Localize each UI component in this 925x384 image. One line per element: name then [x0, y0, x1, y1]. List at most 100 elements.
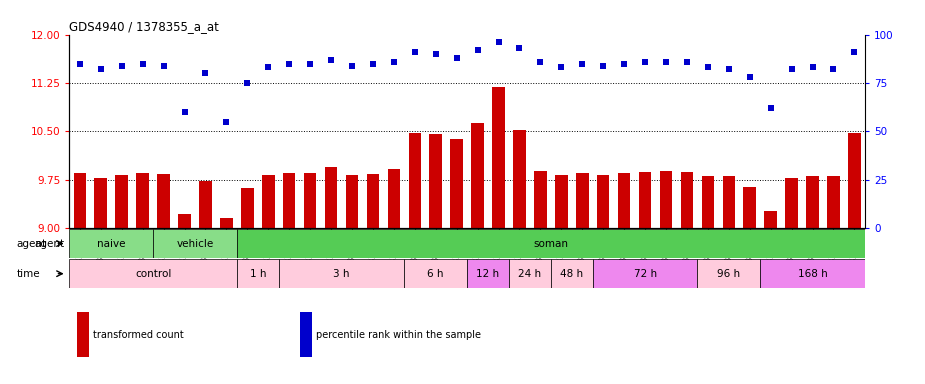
Point — [93, 66, 108, 73]
Bar — [237, 229, 865, 258]
Point — [826, 66, 841, 73]
Bar — [157, 174, 170, 384]
Point — [554, 65, 569, 71]
Point — [282, 61, 297, 67]
Point — [722, 66, 736, 73]
Point — [324, 57, 339, 63]
Bar — [154, 229, 237, 258]
Text: 96 h: 96 h — [717, 269, 740, 279]
Bar — [555, 175, 568, 384]
Bar — [593, 259, 697, 288]
Point — [345, 63, 360, 69]
Bar — [701, 177, 714, 384]
Point — [700, 65, 715, 71]
Point — [512, 45, 527, 51]
Point — [470, 47, 485, 53]
Point — [387, 59, 401, 65]
Point — [115, 63, 130, 69]
Bar — [136, 173, 149, 384]
Bar — [278, 259, 404, 288]
Text: vehicle: vehicle — [177, 238, 214, 248]
Bar — [346, 175, 358, 384]
Bar — [764, 211, 777, 384]
Point — [617, 61, 632, 67]
Text: 48 h: 48 h — [561, 269, 584, 279]
Bar — [760, 259, 865, 288]
Bar — [744, 187, 756, 384]
Bar — [827, 177, 840, 384]
Bar — [660, 171, 672, 384]
Bar — [639, 172, 651, 384]
Bar — [807, 176, 819, 384]
Bar — [618, 173, 631, 384]
Bar — [303, 173, 316, 384]
Text: 24 h: 24 h — [518, 269, 541, 279]
Bar — [94, 178, 107, 384]
Bar — [509, 259, 551, 288]
Bar — [241, 188, 253, 384]
Point — [743, 74, 758, 80]
Bar — [492, 88, 505, 384]
Point — [491, 39, 506, 45]
Point — [533, 59, 548, 65]
Text: agent: agent — [34, 238, 65, 248]
Text: GDS4940 / 1378355_a_at: GDS4940 / 1378355_a_at — [69, 20, 219, 33]
Point — [428, 51, 443, 57]
Bar — [848, 133, 860, 384]
Bar — [366, 174, 379, 384]
Bar — [325, 167, 338, 384]
Bar — [551, 259, 593, 288]
Bar — [409, 132, 421, 384]
Bar — [450, 139, 462, 384]
Bar — [429, 134, 442, 384]
Bar — [388, 169, 401, 384]
Point — [763, 105, 778, 111]
Point — [450, 55, 464, 61]
Text: 3 h: 3 h — [333, 269, 350, 279]
Bar — [199, 181, 212, 384]
Point — [219, 119, 234, 125]
Bar — [697, 259, 760, 288]
Text: soman: soman — [534, 238, 568, 248]
Text: 6 h: 6 h — [427, 269, 444, 279]
Bar — [722, 177, 735, 384]
Bar — [78, 312, 89, 358]
Bar — [179, 214, 191, 384]
Bar — [513, 130, 525, 384]
Point — [659, 59, 673, 65]
Text: control: control — [135, 269, 171, 279]
Point — [805, 65, 820, 71]
Bar — [597, 175, 610, 384]
Bar — [467, 259, 509, 288]
Text: 1 h: 1 h — [250, 269, 266, 279]
Point — [177, 109, 191, 115]
Text: percentile rank within the sample: percentile rank within the sample — [316, 329, 481, 340]
Text: time: time — [17, 269, 41, 279]
Text: naive: naive — [97, 238, 126, 248]
Point — [596, 63, 611, 69]
Point — [156, 63, 171, 69]
Bar — [220, 218, 233, 384]
Bar — [69, 259, 237, 288]
Point — [847, 49, 862, 55]
Bar — [116, 175, 128, 384]
Point — [784, 66, 799, 73]
Point — [261, 65, 276, 71]
Bar — [576, 173, 588, 384]
Text: transformed count: transformed count — [93, 329, 184, 340]
Bar — [300, 312, 312, 358]
Bar — [74, 173, 86, 384]
Bar — [785, 178, 798, 384]
Bar — [262, 175, 275, 384]
Bar — [681, 172, 693, 384]
Bar — [404, 259, 467, 288]
Bar — [534, 171, 547, 384]
Point — [365, 61, 380, 67]
Point — [240, 80, 254, 86]
Text: agent: agent — [17, 238, 47, 248]
Point — [135, 61, 150, 67]
Text: 12 h: 12 h — [476, 269, 500, 279]
Point — [574, 61, 589, 67]
Point — [407, 49, 422, 55]
Point — [637, 59, 652, 65]
